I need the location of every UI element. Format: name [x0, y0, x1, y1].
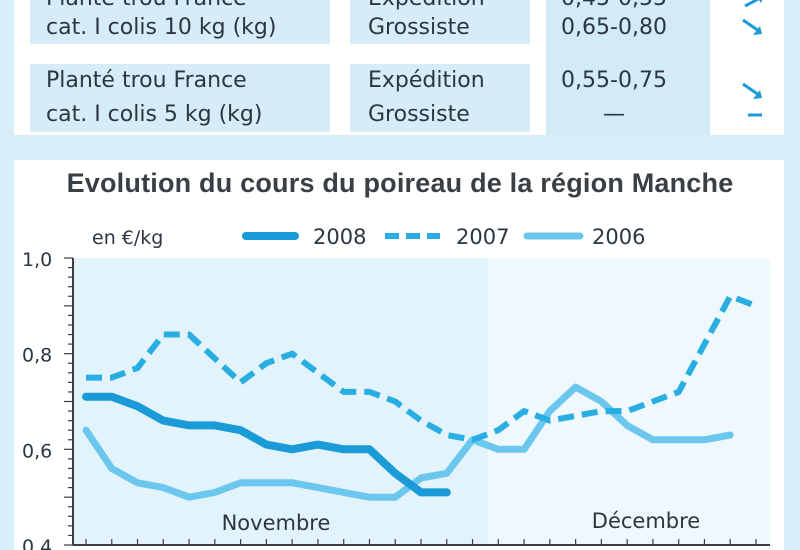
stage-label: Grossiste — [368, 15, 470, 40]
month-label-november: Novembre — [222, 511, 331, 535]
series-line-2008 — [82, 392, 451, 497]
y-tick-label: 0,6 — [22, 440, 52, 462]
series-line-2007 — [86, 293, 758, 443]
product-packaging: cat. I colis 10 kg (kg) — [46, 15, 277, 40]
legend-label-2008: 2008 — [313, 225, 366, 249]
product-name: Planté trou France — [46, 0, 247, 16]
y-tick-label: 0,8 — [22, 345, 52, 367]
product-name: Planté trou France — [46, 68, 247, 93]
month-band-november — [73, 258, 488, 545]
stage-label: Expédition — [368, 0, 485, 16]
legend-label-2007: 2007 — [456, 225, 509, 249]
stage-label: Grossiste — [368, 102, 470, 127]
price-column-band — [546, 0, 710, 135]
y-tick-label: 1,0 — [22, 249, 52, 271]
stage-label: Expédition — [368, 68, 485, 93]
product-packaging: cat. I colis 5 kg (kg) — [46, 102, 263, 127]
arrow-down-right-icon — [742, 18, 762, 35]
price-value: 0,45-0,55 — [546, 0, 682, 16]
chart-title: Evolution du cours du poireau de la régi… — [66, 168, 734, 198]
table-row — [30, 64, 330, 132]
table-row — [30, 0, 330, 44]
price-value: — — [603, 102, 625, 127]
stage-cell — [350, 64, 530, 132]
y-axis-unit-label: en €/kg — [92, 227, 163, 249]
price-value: 0,55-0,75 — [561, 68, 667, 93]
month-label-december: Décembre — [592, 509, 700, 533]
dash-icon — [748, 113, 762, 117]
legend-label-2006: 2006 — [592, 225, 645, 249]
y-tick-label: 0,4 — [22, 536, 52, 550]
price-value: 0,65-0,80 — [561, 15, 667, 40]
arrow-down-right-icon — [742, 82, 762, 99]
arrow-up-right-icon — [744, 0, 763, 8]
stage-cell — [350, 0, 530, 44]
